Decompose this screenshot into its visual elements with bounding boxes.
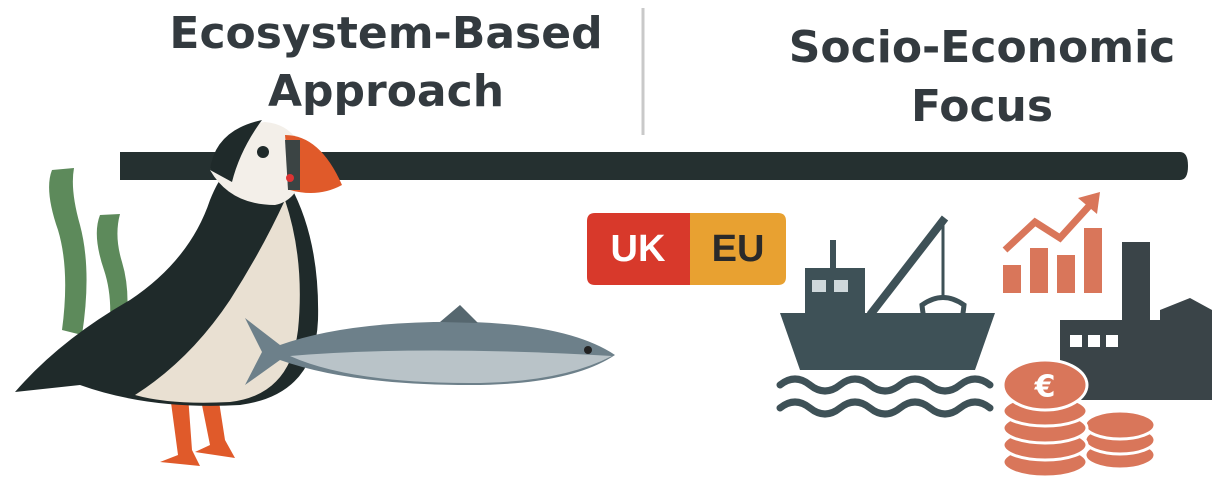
badge-label: EU xyxy=(712,228,765,270)
growth-chart xyxy=(1003,192,1102,293)
left-title-line: Approach xyxy=(268,66,504,117)
coin-symbol: € xyxy=(1034,370,1056,405)
right-title-line: Socio-Economic xyxy=(789,22,1176,73)
badge-label: UK xyxy=(611,228,666,270)
illustration: Ecosystem-Based Approach Socio-Economic … xyxy=(0,0,1212,481)
right-title-line: Focus xyxy=(911,81,1053,132)
uk-eu-badge: UK EU xyxy=(587,213,786,285)
fishing-boat xyxy=(780,218,995,414)
left-title-line: Ecosystem-Based xyxy=(169,8,602,59)
